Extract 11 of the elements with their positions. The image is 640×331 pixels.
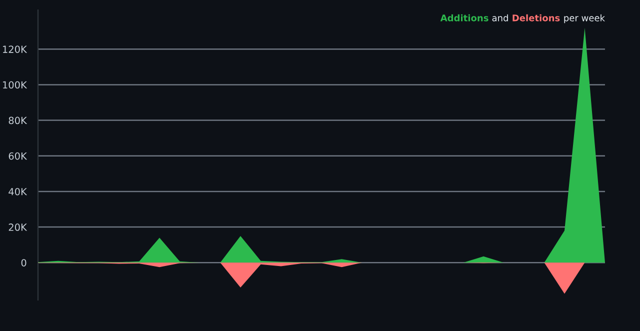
y-tick-label: 20K bbox=[8, 224, 28, 231]
annotation: per week bbox=[564, 14, 605, 24]
annotation: and bbox=[492, 14, 508, 22]
text: Deletions bbox=[512, 14, 560, 22]
y-tick-label: 40K bbox=[8, 188, 28, 196]
y-tick-label: 120K bbox=[3, 46, 28, 53]
y-tick-label: 0 bbox=[21, 259, 26, 266]
y-tick-label: 100K bbox=[3, 81, 28, 89]
y-tick-label: 80K bbox=[8, 116, 28, 124]
y-tick-label: 60K bbox=[8, 152, 28, 160]
text: Additions bbox=[440, 14, 488, 22]
